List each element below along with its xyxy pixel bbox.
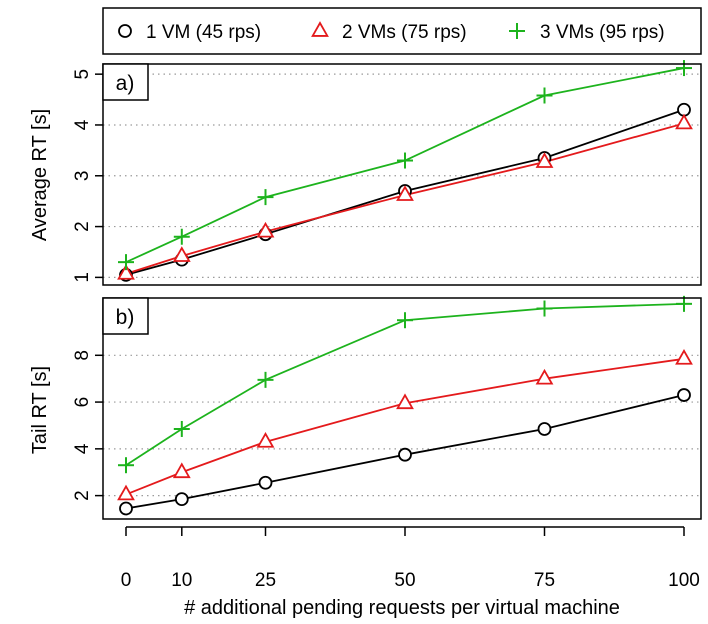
data-point-2-1	[117, 264, 135, 280]
x-tick-label: 75	[534, 570, 555, 591]
x-axis: 0 10 25 50 75 100	[121, 526, 700, 591]
panel-a-ylabel: Average RT [s]	[29, 109, 51, 241]
series-line-3	[125, 67, 685, 263]
legend-item-2: 2 VMs (75 rps)	[311, 21, 467, 43]
series-line-2	[125, 122, 685, 275]
y-tick-label: 8	[72, 350, 93, 361]
y-tick-label: 5	[72, 69, 93, 80]
legend-label-3: 3 VMs (95 rps)	[540, 22, 665, 43]
data-point-3-1	[118, 254, 134, 271]
data-point-1-2	[174, 492, 189, 507]
panel-a: a) 1 2 3 4 5 Average RT [s]	[29, 60, 702, 286]
data-point-1-5	[537, 422, 552, 436]
data-point-2-6	[675, 348, 693, 365]
legend-box	[102, 7, 702, 55]
data-point-1-6	[677, 388, 691, 402]
data-point-2-4	[396, 185, 414, 201]
legend-marker-2	[311, 21, 329, 37]
legend-label-2: 2 VMs (75 rps)	[342, 22, 467, 43]
x-axis-title: # additional pending requests per virtua…	[184, 597, 620, 619]
data-point-2-5	[535, 152, 554, 168]
legend: 1 VM (45 rps) 2 VMs (75 rps) 3 VMs (95 rps…	[102, 7, 702, 55]
panel-a-label: a)	[116, 72, 135, 95]
panel-a-label-box: a)	[102, 63, 149, 101]
data-point-2-3	[256, 432, 275, 448]
data-point-2-1	[117, 484, 135, 501]
y-tick-label: 2	[72, 490, 93, 501]
data-point-3-6	[676, 60, 692, 77]
legend-item-1: 1 VM (45 rps)	[118, 22, 261, 43]
panel-b-label-box: b)	[102, 297, 149, 335]
x-tick-label: 100	[668, 570, 700, 591]
series-line-3	[125, 302, 685, 466]
panel-b-label: b)	[116, 306, 135, 329]
data-point-3-1	[118, 457, 134, 474]
data-point-1-4	[398, 447, 412, 462]
series-line-1	[125, 394, 685, 510]
data-point-3-5	[536, 87, 553, 104]
data-point-3-3	[257, 189, 274, 206]
data-point-3-4	[397, 312, 413, 329]
data-point-2-2	[172, 462, 191, 479]
y-tick-label: 4	[72, 119, 93, 130]
x-tick-label: 50	[394, 570, 415, 591]
data-point-2-5	[535, 368, 554, 385]
data-point-2-2	[172, 246, 191, 262]
x-tick-label: 0	[121, 570, 132, 591]
y-tick-label: 6	[72, 397, 93, 408]
legend-item-3: 3 VMs (95 rps)	[509, 22, 665, 43]
data-point-3-2	[173, 228, 190, 245]
data-point-2-6	[675, 113, 693, 130]
data-point-3-2	[173, 420, 190, 437]
y-tick-label: 2	[72, 221, 93, 232]
panel-a-frame	[102, 63, 702, 286]
data-point-3-4	[397, 152, 413, 169]
panel-b-ylabel: Tail RT [s]	[29, 366, 51, 454]
legend-marker-3	[509, 23, 525, 39]
data-point-2-4	[396, 393, 414, 410]
data-point-3-3	[257, 371, 274, 388]
series-line-2	[125, 357, 685, 496]
data-point-2-3	[256, 221, 275, 238]
x-tick-label: 10	[171, 570, 192, 591]
data-point-3-5	[536, 300, 553, 317]
legend-label-1: 1 VM (45 rps)	[146, 22, 261, 43]
data-point-1-1	[119, 501, 133, 516]
y-tick-label: 4	[72, 443, 93, 454]
panel-b: b) 2 4 6 8 Tail RT [s]	[29, 295, 702, 520]
y-tick-label: 1	[72, 272, 93, 283]
legend-marker-1	[118, 24, 132, 38]
x-tick-label: 25	[255, 570, 276, 591]
y-tick-label: 3	[72, 170, 93, 181]
panel-b-frame	[102, 297, 702, 520]
data-point-1-3	[258, 475, 273, 490]
